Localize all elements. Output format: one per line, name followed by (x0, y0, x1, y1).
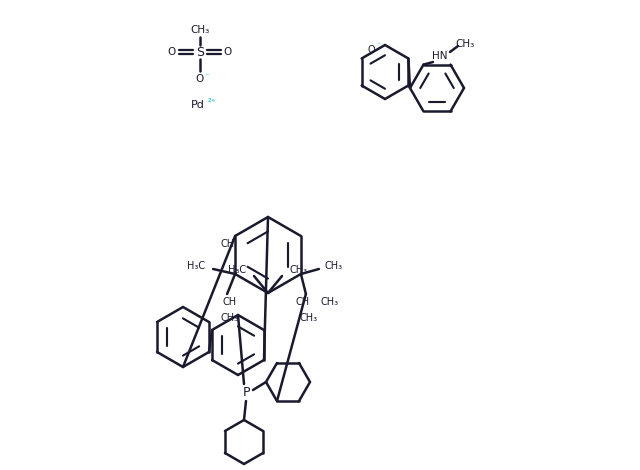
Text: S: S (196, 46, 204, 58)
Text: CH: CH (296, 297, 310, 307)
Text: ⁻: ⁻ (377, 40, 381, 49)
Text: ²⁺: ²⁺ (208, 97, 216, 107)
Text: Pd: Pd (191, 100, 205, 110)
Text: O: O (224, 47, 232, 57)
Text: P: P (243, 385, 250, 399)
Text: H₃C: H₃C (228, 265, 246, 275)
Text: CH₃: CH₃ (190, 25, 210, 35)
Text: H₃C: H₃C (187, 261, 205, 271)
Text: CH₃: CH₃ (325, 261, 343, 271)
Text: ⁻: ⁻ (205, 72, 209, 81)
Text: CH: CH (222, 297, 236, 307)
Text: CH: CH (220, 239, 234, 249)
Text: CH₃: CH₃ (300, 313, 318, 323)
Text: CH₃: CH₃ (456, 39, 475, 49)
Text: O: O (367, 45, 375, 55)
Text: CH₃: CH₃ (290, 265, 308, 275)
Text: CH₃: CH₃ (220, 313, 238, 323)
Text: HN: HN (432, 51, 448, 61)
Text: CH₃: CH₃ (321, 297, 339, 307)
Text: O: O (168, 47, 176, 57)
Text: O: O (195, 74, 203, 84)
